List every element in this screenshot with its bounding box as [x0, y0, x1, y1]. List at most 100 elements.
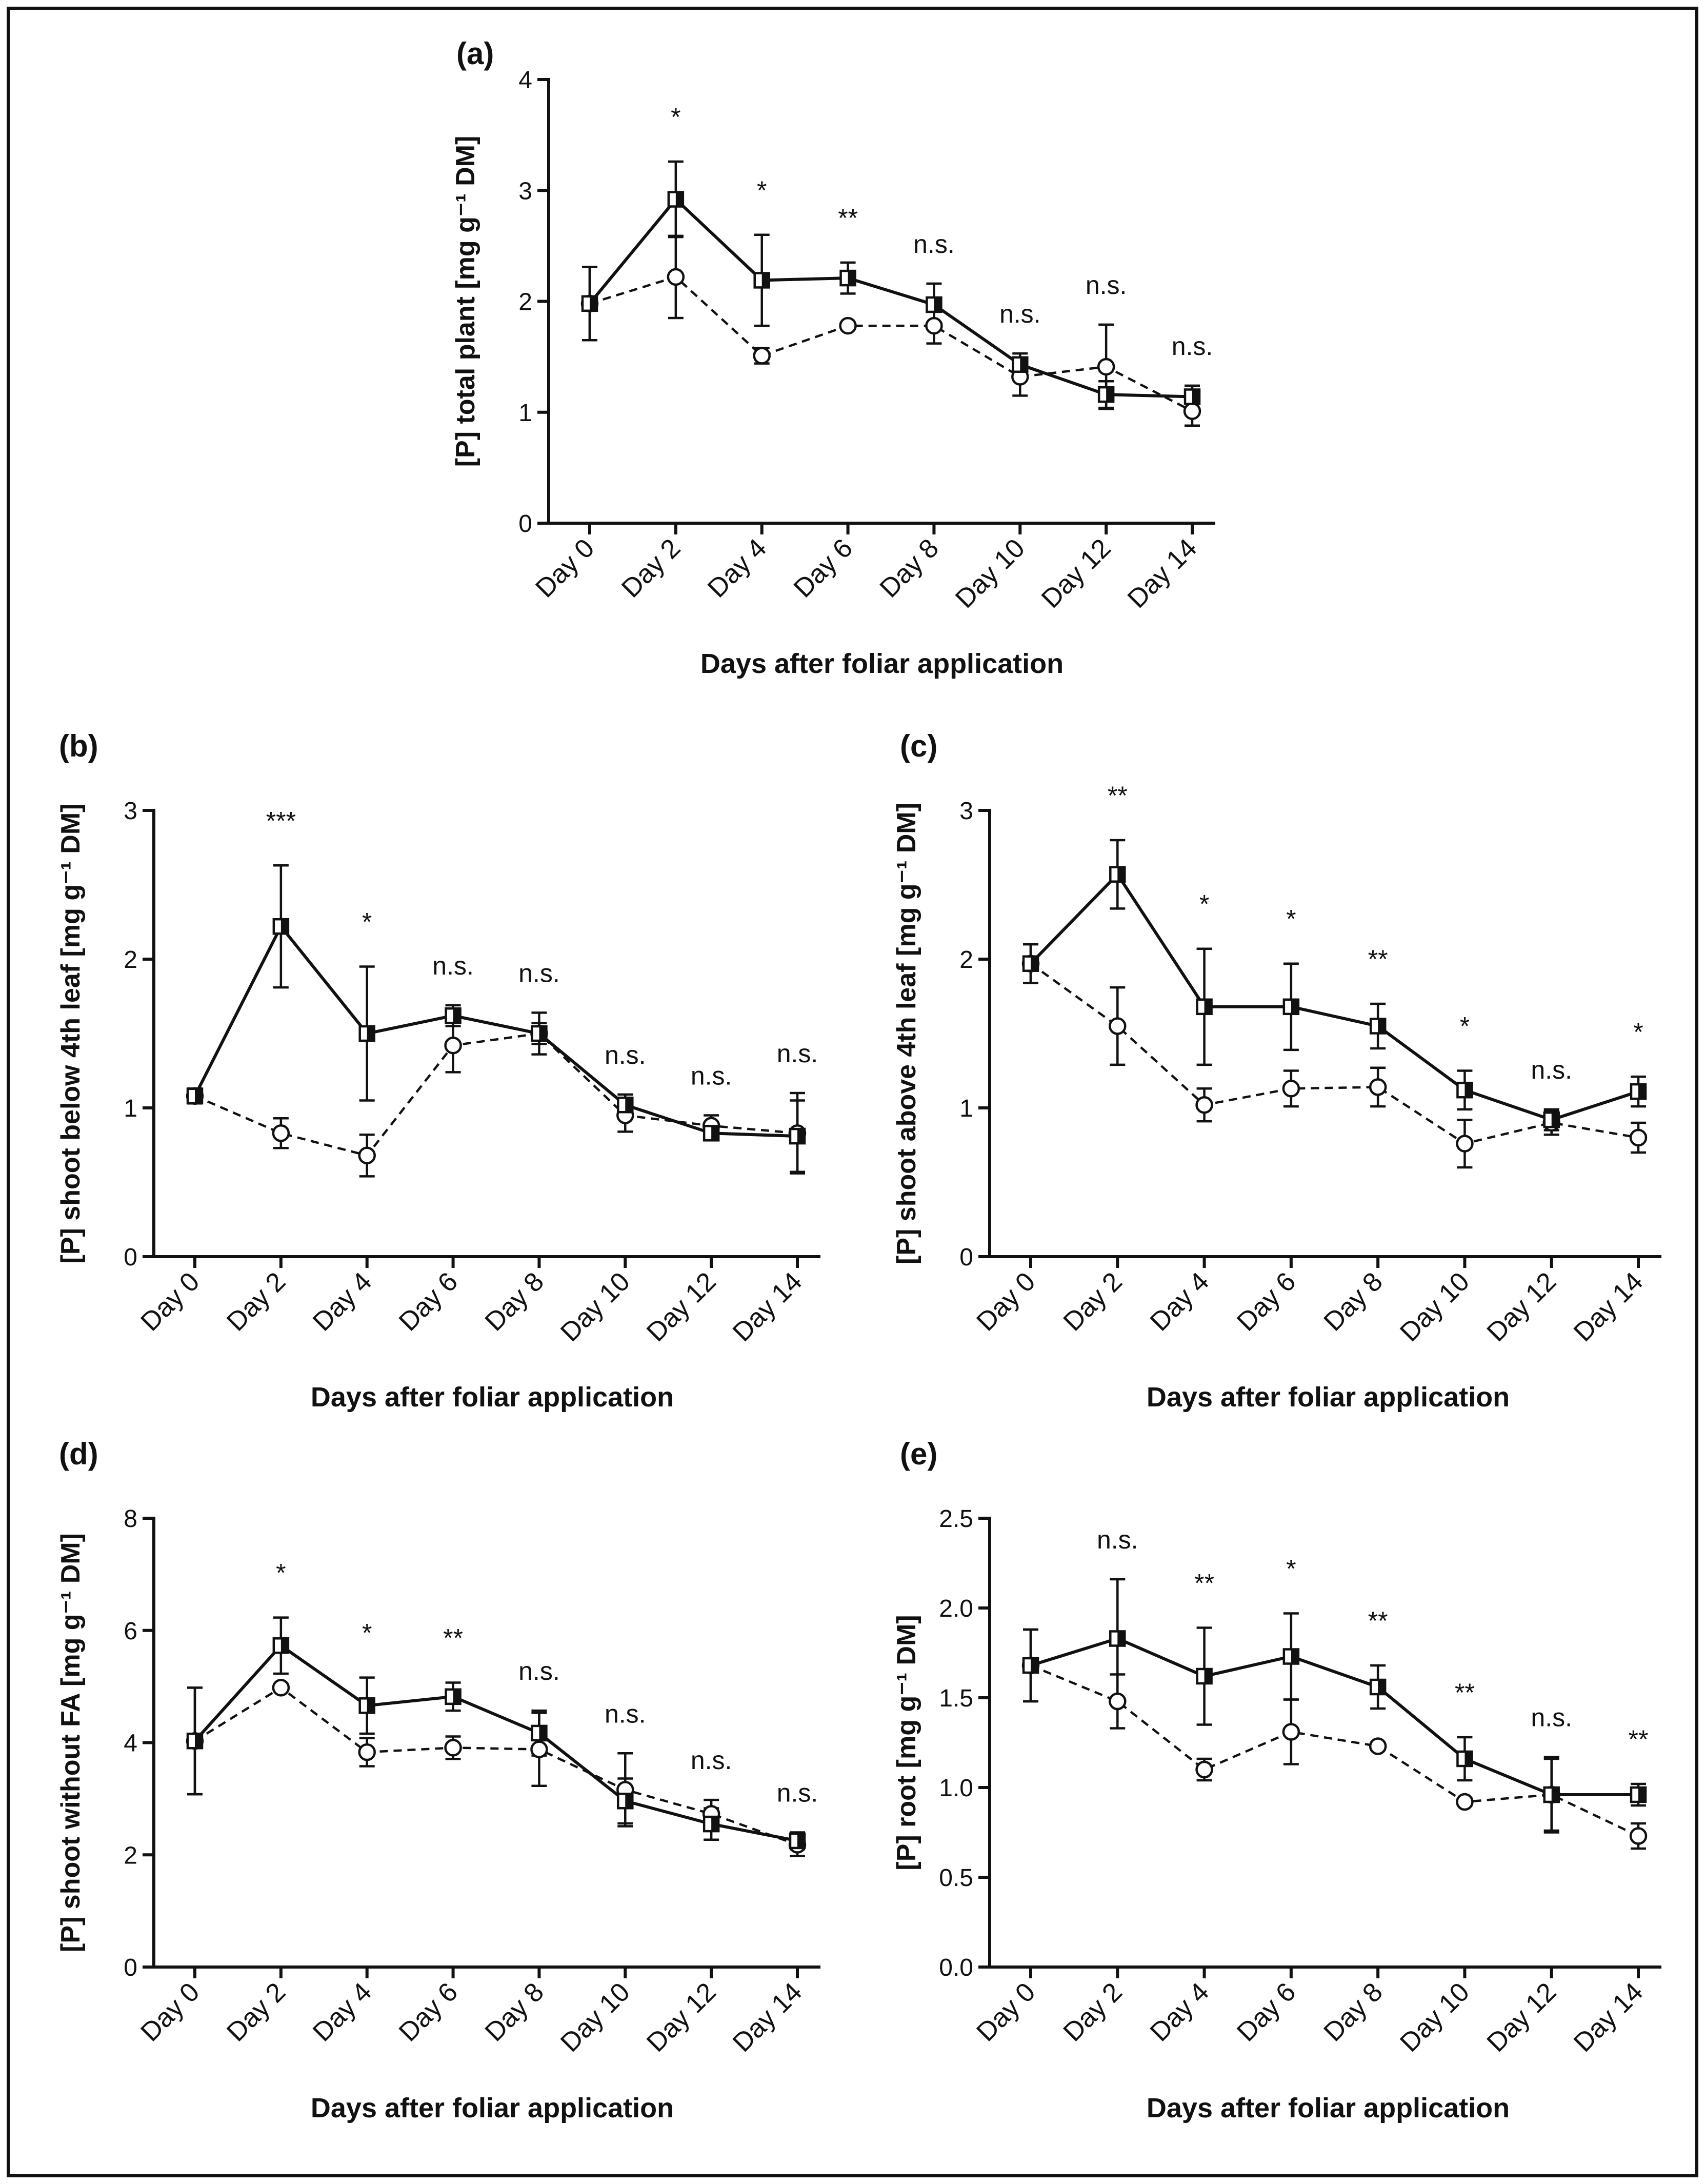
- square-fill: [1551, 1113, 1559, 1127]
- data-point-circle: [753, 347, 771, 365]
- data-point-circle: [272, 1124, 290, 1142]
- x-axis-title: Days after foliar application: [700, 648, 1064, 679]
- square-fill: [195, 1734, 202, 1749]
- y-tick-label: 3: [959, 798, 973, 825]
- square-fill: [761, 273, 769, 288]
- y-tick-label: 1: [959, 1095, 973, 1122]
- panel-label: (b): [59, 729, 98, 763]
- data-point-square: [1369, 1678, 1387, 1696]
- y-axis-title: [P] total plant [mg g⁻¹ DM]: [451, 136, 480, 467]
- data-point-square: [789, 1127, 806, 1145]
- panel-label: (e): [900, 1437, 937, 1471]
- data-point-circle: [1109, 1017, 1127, 1035]
- series-line-solid: [1029, 871, 1639, 1122]
- significance-label: n.s.: [777, 1779, 818, 1808]
- y-tick-label: 3: [518, 177, 532, 205]
- y-axis-title: [P] shoot above 4th leaf [mg g⁻¹ DM]: [892, 803, 921, 1264]
- significance-label: *: [671, 103, 680, 131]
- data-point-circle: [1369, 1078, 1387, 1096]
- significance-label: *: [1633, 1018, 1643, 1046]
- y-tick-label: 2.5: [939, 1505, 973, 1533]
- data-point-circle: [839, 316, 857, 335]
- y-tick-label: 6: [124, 1618, 137, 1645]
- data-point-square: [703, 1125, 720, 1142]
- significance-label: n.s.: [1531, 1056, 1572, 1084]
- significance-label: *: [1286, 905, 1296, 934]
- y-tick-label: 2: [124, 946, 137, 974]
- significance-label: **: [1108, 781, 1128, 810]
- y-axis-title: [P] shoot below 4th leaf [mg g⁻¹ DM]: [56, 804, 86, 1264]
- data-point-circle: [1195, 1760, 1213, 1779]
- square-fill: [934, 297, 941, 312]
- data-point-square: [1097, 386, 1115, 403]
- panel-label: (d): [59, 1437, 98, 1471]
- y-tick-label: 1.0: [939, 1775, 973, 1802]
- y-tick-label: 0.0: [939, 1954, 973, 1981]
- data-point-square: [186, 1087, 204, 1105]
- data-point-square: [1012, 356, 1029, 373]
- data-point-circle: [358, 1743, 376, 1761]
- data-point-circle: [1109, 1692, 1127, 1711]
- data-point-square: [1630, 1786, 1647, 1803]
- y-axis-title: [P] shoot without FA [mg g⁻¹ DM]: [56, 1533, 86, 1952]
- square-fill: [453, 1689, 460, 1704]
- series-line-solid: [193, 1643, 798, 1842]
- square-fill: [625, 1794, 633, 1809]
- data-point-square: [358, 1697, 375, 1714]
- x-axis-title: Days after foliar application: [311, 1382, 674, 1413]
- data-point-square: [703, 1815, 720, 1833]
- significance-label: **: [1194, 1569, 1214, 1598]
- data-point-square: [1196, 998, 1213, 1016]
- square-fill: [711, 1817, 719, 1832]
- y-tick-label: 1.5: [939, 1685, 973, 1712]
- data-point-square: [1543, 1111, 1560, 1128]
- square-fill: [453, 1008, 460, 1023]
- data-point-circle: [1282, 1080, 1300, 1098]
- square-fill: [797, 1833, 805, 1848]
- data-point-square: [1022, 955, 1039, 972]
- significance-label: n.s.: [518, 959, 560, 987]
- y-tick-label: 3: [124, 798, 137, 825]
- significance-label: n.s.: [1172, 332, 1213, 361]
- figure-border: [7, 7, 1698, 2177]
- significance-label: **: [1629, 1725, 1649, 1754]
- series-line-dashed: [194, 1032, 798, 1157]
- square-fill: [1291, 999, 1298, 1014]
- data-point-square: [1109, 1630, 1126, 1647]
- data-point-circle: [1282, 1723, 1300, 1741]
- panel-label: (c): [900, 729, 937, 763]
- data-point-square: [445, 1688, 462, 1705]
- data-point-square: [1456, 1081, 1473, 1099]
- square-fill: [539, 1725, 547, 1740]
- significance-label: n.s.: [777, 1039, 818, 1068]
- square-fill: [367, 1698, 374, 1713]
- panel-label: (a): [456, 36, 494, 71]
- data-point-square: [926, 296, 942, 313]
- significance-label: *: [1199, 890, 1209, 919]
- square-fill: [1378, 1019, 1386, 1034]
- square-fill: [625, 1098, 633, 1113]
- y-tick-label: 0: [124, 1954, 137, 1981]
- series-line-solid: [193, 923, 798, 1138]
- y-tick-label: 1: [518, 400, 532, 427]
- data-point-circle: [925, 316, 943, 335]
- square-fill: [1204, 1669, 1212, 1683]
- data-point-circle: [1629, 1128, 1648, 1147]
- square-fill: [1378, 1680, 1386, 1694]
- data-point-square: [186, 1732, 204, 1750]
- y-tick-label: 2: [518, 289, 532, 316]
- significance-label: **: [1368, 1606, 1388, 1635]
- square-fill: [280, 1638, 288, 1653]
- data-point-square: [445, 1007, 462, 1024]
- square-fill: [1031, 1658, 1038, 1673]
- significance-label: n.s.: [913, 230, 955, 259]
- y-tick-label: 2: [959, 946, 973, 974]
- significance-label: *: [362, 908, 372, 937]
- data-point-square: [753, 272, 770, 289]
- square-fill: [367, 1026, 374, 1041]
- y-tick-label: 8: [124, 1505, 137, 1533]
- series-line-solid: [1030, 1637, 1638, 1796]
- data-point-circle: [1456, 1135, 1474, 1153]
- significance-label: n.s.: [1531, 1703, 1572, 1732]
